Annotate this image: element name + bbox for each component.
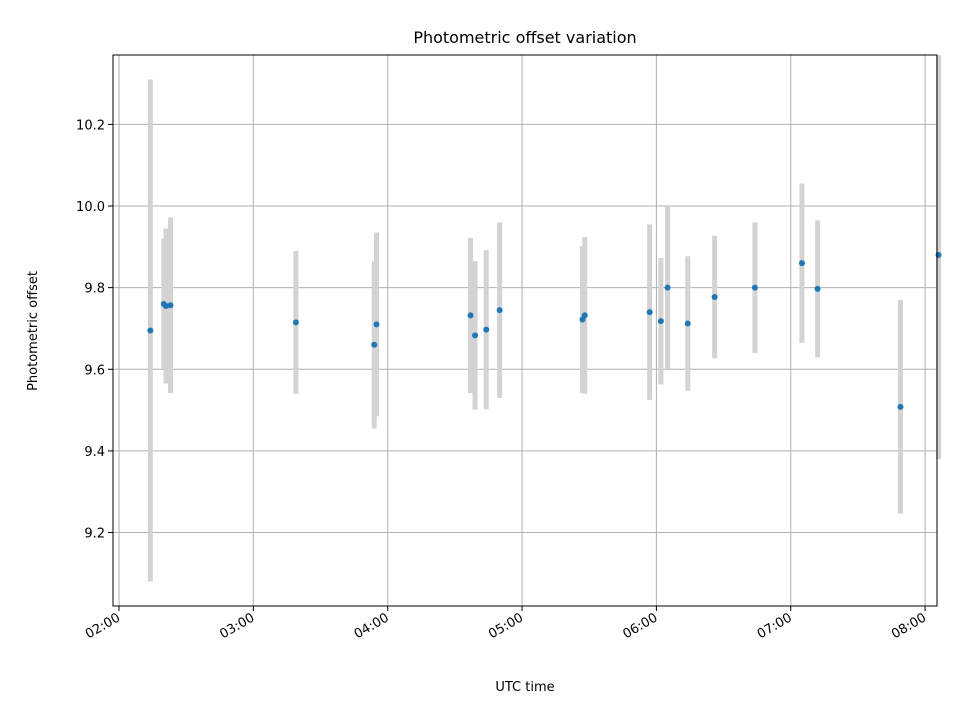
x-tick-label: 06:00 <box>620 610 660 642</box>
data-point <box>664 284 671 291</box>
x-tick-label: 03:00 <box>217 610 257 642</box>
y-tick-label: 9.2 <box>84 527 105 542</box>
data-point <box>496 307 503 314</box>
data-point <box>935 251 942 258</box>
data-point <box>814 285 821 292</box>
y-axis-label: Photometric offset <box>26 271 41 391</box>
data-point <box>581 312 588 319</box>
x-tick-label: 08:00 <box>889 610 929 642</box>
y-tick-label: 9.6 <box>84 363 105 378</box>
data-point <box>467 312 474 319</box>
y-tick-label: 10.2 <box>76 118 105 133</box>
x-axis-ticks: 02:00 03:00 04:00 05:00 06:00 07:00 08:00 <box>83 606 929 642</box>
x-tick-label: 05:00 <box>486 610 526 642</box>
data-point <box>483 326 490 333</box>
data-point <box>684 320 691 327</box>
y-axis-ticks: 9.2 9.4 9.6 9.8 10.0 10.2 <box>76 118 113 542</box>
x-tick-label: 04:00 <box>352 610 392 642</box>
plot-frame <box>112 54 938 607</box>
y-tick-label: 9.8 <box>84 282 105 297</box>
data-point <box>751 284 758 291</box>
y-tick-label: 10.0 <box>76 200 105 215</box>
grid <box>113 55 937 606</box>
x-axis-label: UTC time <box>495 680 554 695</box>
data-point <box>373 321 380 328</box>
data-point <box>147 327 154 334</box>
error-bars <box>147 55 942 582</box>
x-tick-label: 02:00 <box>83 610 123 642</box>
data-point <box>292 319 299 326</box>
data-point <box>897 403 904 410</box>
data-point <box>798 260 805 267</box>
data-point <box>657 318 664 325</box>
data-point <box>163 303 170 310</box>
data-point <box>371 341 378 348</box>
x-tick-label: 07:00 <box>755 610 795 642</box>
y-tick-label: 9.4 <box>84 445 105 460</box>
data-point <box>646 309 653 316</box>
data-points <box>147 251 942 410</box>
chart-title: Photometric offset variation <box>413 28 636 47</box>
data-point <box>167 302 174 309</box>
data-point <box>711 294 718 301</box>
data-point <box>472 332 479 339</box>
